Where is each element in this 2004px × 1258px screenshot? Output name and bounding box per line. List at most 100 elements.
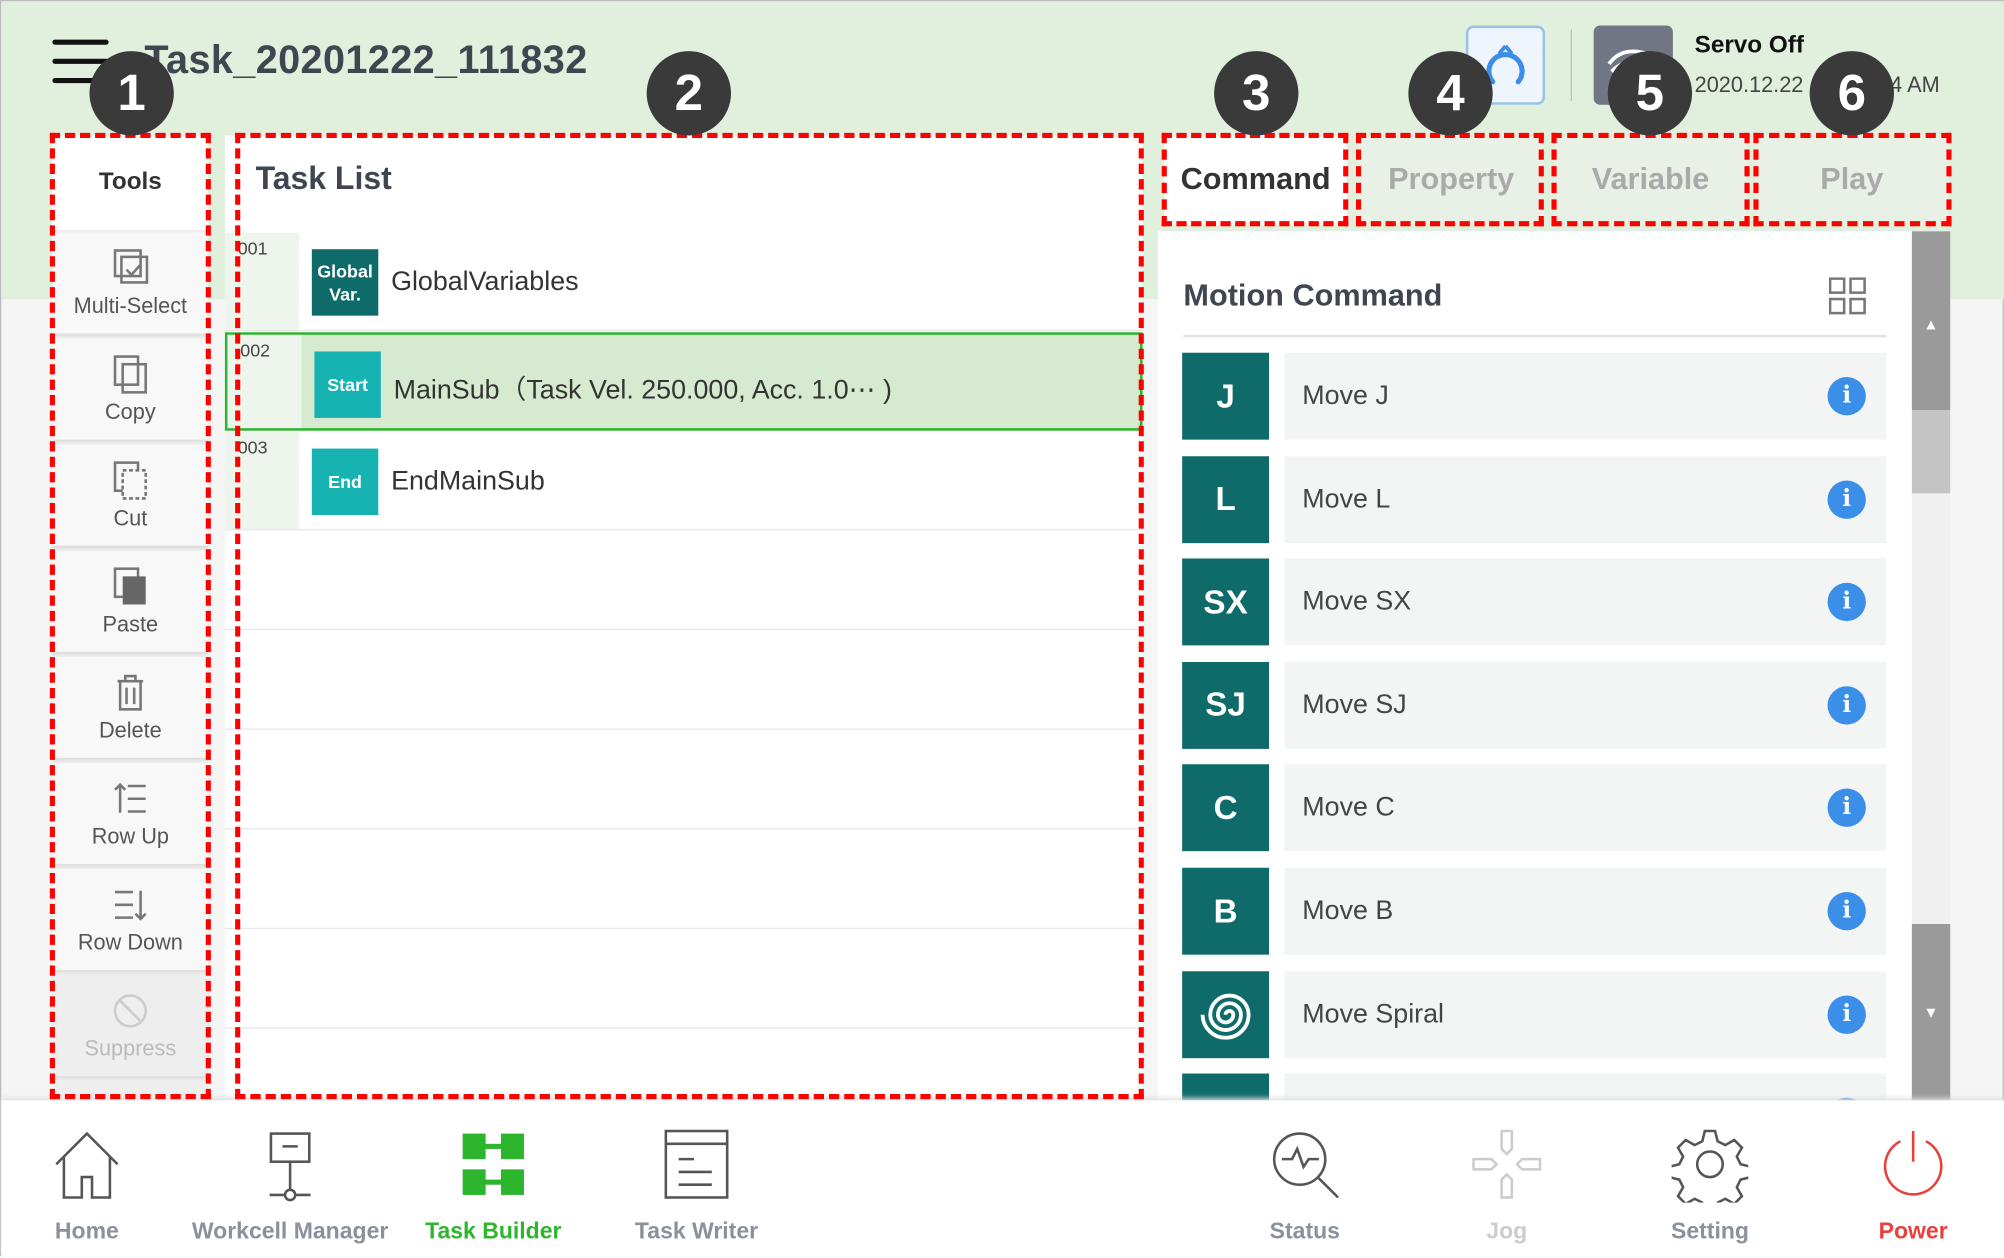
command-item-move-c[interactable]: C Move C i <box>1182 764 1887 852</box>
tool-row-down-button[interactable]: Row Down <box>52 869 209 971</box>
command-icon <box>1182 970 1270 1058</box>
nav-setting[interactable]: Setting <box>1608 1100 1812 1244</box>
power-icon <box>1883 1131 1943 1196</box>
tab-play[interactable]: Play <box>1754 135 1949 225</box>
task-type-badge: Start <box>314 351 381 418</box>
info-icon[interactable]: i <box>1827 377 1866 416</box>
command-item-move-j[interactable]: J Move J i <box>1182 352 1887 440</box>
menu-icon[interactable] <box>52 39 109 89</box>
annotation-box-3 <box>1161 132 1349 227</box>
servo-status: Servo Off <box>1694 31 1804 59</box>
tab-property[interactable]: Property <box>1358 135 1544 225</box>
command-item-move-sj[interactable]: SJ Move SJ i <box>1182 661 1887 749</box>
annotation-box-5 <box>1551 132 1750 227</box>
status-icon <box>1272 1132 1339 1199</box>
tool-label: Paste <box>102 612 159 637</box>
task-row[interactable]: 002 Start MainSub（Task Vel. 250.000, Acc… <box>224 332 1143 431</box>
command-item-move-l[interactable]: L Move L i <box>1182 455 1887 543</box>
tool-copy-button[interactable]: Copy <box>52 338 209 440</box>
annotation-badge-6: 6 <box>1809 51 1894 136</box>
command-label: Move Spiral i <box>1284 970 1887 1058</box>
tool-label: Row Up <box>91 824 169 849</box>
scroll-down-icon[interactable]: ▼ <box>1923 1003 1939 1022</box>
nav-label: Power <box>1878 1217 1948 1244</box>
nav-label: Home <box>54 1217 119 1244</box>
command-label-text: Move B <box>1302 895 1394 926</box>
command-item-move-spiral[interactable]: Move Spiral i <box>1182 970 1887 1058</box>
command-label: Move SX i <box>1284 558 1887 646</box>
suppress-icon <box>113 994 147 1028</box>
command-label-text: Move Spiral <box>1302 998 1445 1029</box>
command-label-text: Move L <box>1302 483 1391 514</box>
task-label: EndMainSub <box>391 466 545 496</box>
command-item-move-sx[interactable]: SX Move SX i <box>1182 558 1887 646</box>
annotation-box-2 <box>235 132 1144 1100</box>
tool-paste-button[interactable]: Paste <box>52 550 209 652</box>
info-icon[interactable]: i <box>1827 892 1866 931</box>
command-icon: C <box>1182 764 1270 852</box>
command-label-text: Move J <box>1302 380 1389 411</box>
tab-command[interactable]: Command <box>1164 135 1348 225</box>
tools-title: Tools <box>52 135 209 231</box>
info-icon[interactable]: i <box>1827 480 1866 519</box>
move-c-icon: C <box>1213 788 1238 827</box>
info-icon[interactable]: i <box>1827 1098 1866 1101</box>
refresh-icon <box>1486 44 1525 85</box>
tool-label: Row Down <box>77 930 183 955</box>
command-icon: SX <box>1182 558 1270 646</box>
command-label-text: Move SJ <box>1302 689 1407 720</box>
task-row[interactable]: 003 End EndMainSub <box>224 431 1143 531</box>
info-icon[interactable]: i <box>1827 583 1866 622</box>
divider <box>1570 29 1572 101</box>
bottom-nav: Home Workcell Manager Task Builder Task Wri… <box>0 1100 2004 1258</box>
annotation-badge-5: 5 <box>1607 51 1693 136</box>
command-label: Move C i <box>1284 764 1887 852</box>
date-text: 2020.12.22 <box>1694 72 1804 98</box>
gear-icon <box>1671 1129 1749 1203</box>
tool-row-up-button[interactable]: Row Up <box>52 762 209 864</box>
tool-cut-button[interactable]: Cut <box>52 444 209 546</box>
tool-multi-select-button[interactable]: Multi-Select <box>52 232 209 334</box>
nav-workcell-manager[interactable]: Workcell Manager <box>188 1100 392 1244</box>
move-j-icon: J <box>1216 376 1235 415</box>
info-icon[interactable]: i <box>1827 995 1866 1034</box>
command-label: Move J i <box>1284 352 1887 440</box>
row-down-icon <box>115 890 147 921</box>
nav-label: Setting <box>1670 1217 1749 1244</box>
annotation-box-4 <box>1355 132 1544 227</box>
nav-status[interactable]: Status <box>1203 1100 1407 1244</box>
grid-view-icon[interactable] <box>1828 277 1867 315</box>
command-label: i <box>1284 1073 1887 1101</box>
nav-power[interactable]: Power <box>1811 1100 2004 1244</box>
scrollbar-thumb[interactable] <box>1911 231 1951 411</box>
command-scrollbar[interactable]: ▲ ▼ <box>1911 231 1951 1101</box>
tool-delete-button[interactable]: Delete <box>52 656 209 758</box>
tool-label: Delete <box>98 718 162 743</box>
command-item-move-b[interactable]: B Move B i <box>1182 867 1887 955</box>
empty-task-row <box>224 831 1143 930</box>
tool-suppress-button: Suppress <box>52 975 209 1077</box>
multi-select-icon <box>113 249 149 284</box>
tool-label: Copy <box>104 400 156 425</box>
annotation-box-6 <box>1753 132 1952 227</box>
scroll-up-icon[interactable]: ▲ <box>1923 315 1939 334</box>
move-sx-icon: SX <box>1203 582 1248 621</box>
nav-label: Task Builder <box>425 1217 562 1244</box>
nav-task-writer[interactable]: Task Writer <box>594 1100 798 1244</box>
command-label: Move L i <box>1284 455 1887 543</box>
nav-task-builder[interactable]: Task Builder <box>391 1100 595 1244</box>
task-writer-icon <box>664 1129 729 1199</box>
nav-home[interactable]: Home <box>0 1100 189 1244</box>
command-item-partial[interactable]: i <box>1182 1073 1887 1101</box>
info-icon[interactable]: i <box>1827 789 1866 828</box>
cut-icon <box>113 461 147 500</box>
info-icon[interactable]: i <box>1827 686 1866 725</box>
empty-task-row <box>224 532 1143 631</box>
jog-icon <box>1472 1129 1542 1199</box>
tab-variable[interactable]: Variable <box>1554 135 1748 225</box>
move-sj-icon: SJ <box>1205 685 1246 724</box>
workcell-icon <box>269 1132 311 1202</box>
tool-label: Multi-Select <box>73 293 188 319</box>
empty-task-row <box>224 731 1143 830</box>
